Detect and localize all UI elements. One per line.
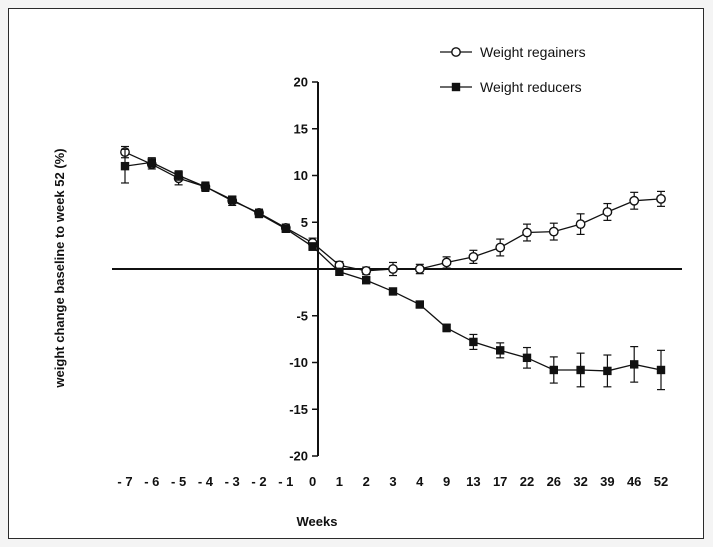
legend-marker bbox=[451, 82, 461, 92]
data-point bbox=[575, 219, 586, 230]
x-tick-label: 17 bbox=[493, 474, 507, 489]
y-tick-label: -5 bbox=[296, 308, 308, 323]
x-tick-label: 52 bbox=[654, 474, 668, 489]
data-point bbox=[496, 346, 505, 355]
series-weight-reducers bbox=[120, 148, 666, 391]
data-point bbox=[120, 161, 130, 171]
x-tick-label: 0 bbox=[309, 474, 316, 489]
data-point bbox=[656, 365, 666, 375]
y-tick-label: -10 bbox=[289, 355, 308, 370]
data-point bbox=[442, 323, 451, 333]
data-point bbox=[415, 300, 424, 309]
series-weight-regainers bbox=[120, 145, 666, 277]
data-point bbox=[388, 287, 398, 296]
x-tick-label: - 7 bbox=[117, 474, 132, 489]
y-tick-label: -20 bbox=[289, 449, 308, 464]
x-axis-title: Weeks bbox=[297, 514, 338, 529]
series-marks bbox=[120, 145, 666, 391]
data-point bbox=[630, 360, 639, 369]
x-tick-label: - 4 bbox=[198, 474, 214, 489]
data-point bbox=[629, 195, 640, 206]
x-tick-label: 46 bbox=[627, 474, 641, 489]
y-tick-label: 10 bbox=[294, 168, 308, 183]
x-tick-label: 4 bbox=[416, 474, 424, 489]
data-point bbox=[254, 209, 264, 219]
data-point bbox=[548, 226, 559, 237]
data-point bbox=[388, 264, 398, 274]
x-tick-label: 13 bbox=[466, 474, 480, 489]
x-tick-label: - 6 bbox=[144, 474, 159, 489]
data-point bbox=[468, 251, 479, 262]
data-point bbox=[308, 242, 317, 251]
x-tick-label: 22 bbox=[520, 474, 534, 489]
y-tick-label: 20 bbox=[294, 75, 308, 90]
data-point bbox=[174, 171, 183, 180]
data-point bbox=[549, 365, 558, 375]
data-point bbox=[335, 267, 344, 277]
series-line bbox=[124, 151, 662, 272]
axes: -20 -15 -10 -5 5 10 15 20 - 7 - 6 - 5 - 4 - 3 - 2 - 1 0… bbox=[112, 75, 682, 489]
x-tick-label: - 1 bbox=[278, 474, 293, 489]
data-point bbox=[441, 257, 452, 268]
data-point bbox=[522, 353, 532, 363]
data-point bbox=[603, 366, 612, 376]
legend-marker bbox=[451, 47, 461, 57]
data-point bbox=[469, 337, 478, 347]
data-point bbox=[228, 195, 237, 205]
data-point bbox=[281, 224, 290, 233]
x-tick-label: 32 bbox=[573, 474, 587, 489]
y-tick-label: 5 bbox=[301, 215, 308, 230]
legend-entry: Weight regainers bbox=[440, 44, 586, 60]
legend-entry: Weight reducers bbox=[440, 79, 582, 95]
data-point bbox=[576, 365, 585, 375]
data-point bbox=[362, 276, 371, 285]
data-point bbox=[602, 207, 613, 217]
x-tick-label: - 3 bbox=[225, 474, 240, 489]
data-point bbox=[361, 265, 372, 276]
data-point bbox=[201, 182, 210, 191]
data-point bbox=[522, 227, 532, 238]
x-tick-label: 1 bbox=[336, 474, 343, 489]
x-tick-label: 3 bbox=[389, 474, 396, 489]
data-point bbox=[147, 158, 156, 167]
legend-label: Weight regainers bbox=[480, 44, 586, 60]
data-point bbox=[414, 264, 425, 274]
x-tick-label: - 5 bbox=[171, 474, 186, 489]
legend: Weight regainers Weight reducers bbox=[440, 44, 586, 95]
x-tick-label: 2 bbox=[363, 474, 370, 489]
x-tick-label: 26 bbox=[547, 474, 561, 489]
x-tick-label: 9 bbox=[443, 474, 450, 489]
x-tick-label: 39 bbox=[600, 474, 614, 489]
legend-label: Weight reducers bbox=[480, 79, 582, 95]
chart-frame bbox=[8, 8, 704, 539]
data-point bbox=[495, 242, 506, 253]
x-tick-label: - 2 bbox=[251, 474, 266, 489]
y-axis-title: weight change baseline to week 52 (%) bbox=[52, 148, 67, 388]
y-tick-label: 15 bbox=[294, 121, 308, 136]
y-tick-label: -15 bbox=[289, 402, 308, 417]
data-point bbox=[656, 193, 666, 204]
